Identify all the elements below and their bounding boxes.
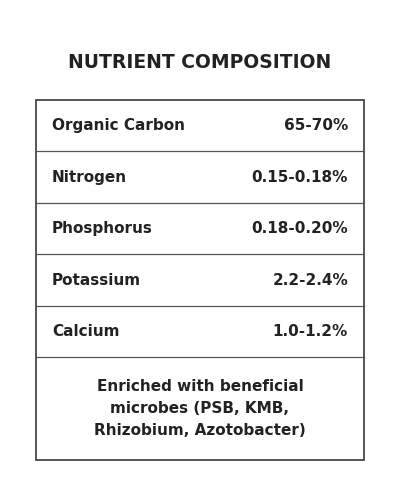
Text: Organic Carbon: Organic Carbon — [52, 118, 185, 133]
Text: Potassium: Potassium — [52, 272, 141, 287]
Text: 1.0-1.2%: 1.0-1.2% — [273, 324, 348, 339]
Text: Enriched with beneficial
microbes (PSB, KMB,
Rhizobium, Azotobacter): Enriched with beneficial microbes (PSB, … — [94, 379, 306, 438]
Text: Phosphorus: Phosphorus — [52, 221, 153, 236]
Text: Nitrogen: Nitrogen — [52, 170, 127, 184]
FancyBboxPatch shape — [36, 100, 364, 460]
Text: 0.18-0.20%: 0.18-0.20% — [251, 221, 348, 236]
Text: NUTRIENT COMPOSITION: NUTRIENT COMPOSITION — [68, 53, 332, 72]
Text: 2.2-2.4%: 2.2-2.4% — [272, 272, 348, 287]
Text: 65-70%: 65-70% — [284, 118, 348, 133]
Text: 0.15-0.18%: 0.15-0.18% — [252, 170, 348, 184]
Text: Calcium: Calcium — [52, 324, 120, 339]
